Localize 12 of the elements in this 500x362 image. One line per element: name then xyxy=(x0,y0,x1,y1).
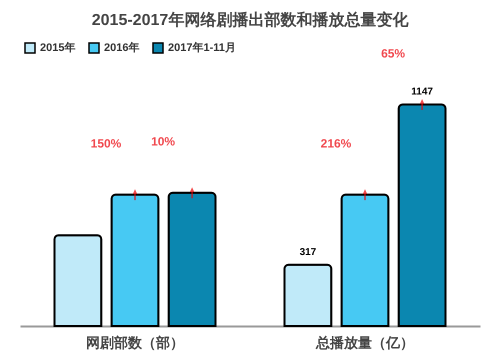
legend-label: 2016年 xyxy=(104,41,140,54)
annotation: 216% xyxy=(320,136,352,151)
annotation: 150% xyxy=(90,136,122,151)
text: 65% xyxy=(381,46,406,60)
chart-title: 2015-2017年网络剧播出部数和播放总量变化 xyxy=(92,11,410,29)
data-label: 317 xyxy=(300,246,317,258)
x-tick-label: 总播放量（亿） xyxy=(315,334,414,350)
data-label: 1147 xyxy=(411,86,434,98)
x-tick-label: 网剧部数（部） xyxy=(86,334,184,350)
annotation: 10% xyxy=(151,134,176,149)
legend-label: 2015年 xyxy=(40,41,76,54)
legend-label: 2017年1-11月 xyxy=(168,41,236,54)
